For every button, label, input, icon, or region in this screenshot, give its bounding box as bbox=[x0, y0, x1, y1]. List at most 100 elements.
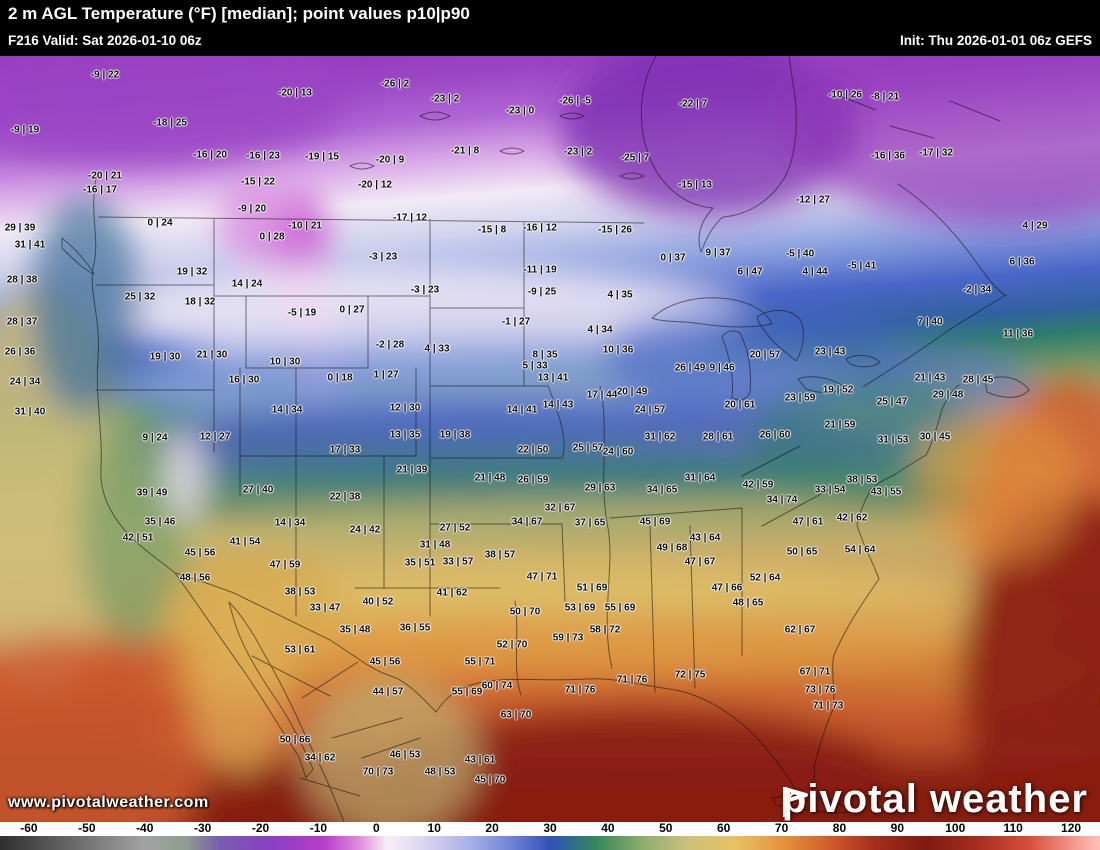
point-value: 14 | 41 bbox=[506, 404, 538, 416]
point-value: 45 | 69 bbox=[639, 516, 671, 528]
point-value: 38 | 53 bbox=[846, 474, 878, 486]
pivotalweather-logo: pivotal weather bbox=[782, 777, 1088, 822]
point-value: 24 | 34 bbox=[9, 376, 41, 388]
point-value: -9 | 25 bbox=[527, 286, 557, 298]
temperature-map: -9 | 22 -20 | 13 -26 | 2 -23 | 2 -23 | 0 -26 … bbox=[0, 56, 1100, 822]
point-value: 22 | 38 bbox=[329, 491, 361, 503]
logo-word-pivotal: pivotal bbox=[781, 777, 918, 821]
point-value: 31 | 53 bbox=[877, 434, 909, 446]
point-value: 52 | 64 bbox=[749, 572, 781, 584]
point-value: 20 | 49 bbox=[616, 386, 648, 398]
point-values-layer: -9 | 22 -20 | 13 -26 | 2 -23 | 2 -23 | 0 -26 … bbox=[0, 56, 1100, 822]
point-value: 43 | 55 bbox=[870, 486, 902, 498]
point-value: 45 | 56 bbox=[369, 656, 401, 668]
point-value: 47 | 71 bbox=[526, 571, 558, 583]
point-value: -9 | 22 bbox=[90, 69, 120, 81]
point-value: -19 | 15 bbox=[305, 151, 339, 163]
point-value: 36 | 55 bbox=[399, 622, 431, 634]
colorbar-tick: -60 bbox=[20, 821, 38, 835]
point-value: 14 | 34 bbox=[271, 404, 303, 416]
point-value: 41 | 62 bbox=[436, 587, 468, 599]
geo-borders bbox=[61, 56, 1030, 822]
point-value: -17 | 12 bbox=[393, 212, 427, 224]
point-value: 70 | 73 bbox=[362, 766, 394, 778]
point-value: -20 | 21 bbox=[88, 170, 122, 182]
point-value: 42 | 51 bbox=[122, 532, 154, 544]
point-value: 14 | 43 bbox=[542, 399, 574, 411]
point-value: 29 | 39 bbox=[4, 222, 36, 234]
point-value: 20 | 61 bbox=[724, 399, 756, 411]
point-value: 21 | 59 bbox=[824, 419, 856, 431]
point-value: 21 | 30 bbox=[196, 349, 228, 361]
colorbar-tick: 80 bbox=[832, 821, 847, 835]
colorbar-ticks: -60 -50 -40 -30 -20 -10 0 10 20 30 40 50 60 70 80 90 100… bbox=[0, 822, 1100, 836]
point-value: 26 | 49 bbox=[674, 362, 706, 374]
point-value: -5 | 41 bbox=[847, 260, 877, 272]
point-value: 10 | 36 bbox=[602, 344, 634, 356]
point-value: 62 | 67 bbox=[784, 624, 816, 636]
point-value: 46 | 53 bbox=[389, 749, 421, 761]
point-value: 25 | 57 bbox=[572, 442, 604, 454]
point-value: 14 | 24 bbox=[231, 278, 263, 290]
point-value: 34 | 62 bbox=[304, 752, 336, 764]
point-value: 19 | 32 bbox=[176, 266, 208, 278]
point-value: 55 | 69 bbox=[451, 686, 483, 698]
point-value: 26 | 60 bbox=[759, 429, 791, 441]
colorbar-tick: 20 bbox=[485, 821, 499, 835]
point-value: 23 | 43 bbox=[814, 346, 846, 358]
point-value: -1 | 27 bbox=[501, 316, 531, 328]
point-value: 6 | 47 bbox=[737, 266, 763, 278]
pennant-icon bbox=[782, 787, 808, 817]
point-value: 49 | 68 bbox=[656, 542, 688, 554]
point-value: 1 | 27 bbox=[373, 369, 399, 381]
point-value: 72 | 75 bbox=[674, 669, 706, 681]
point-value: 32 | 67 bbox=[544, 502, 576, 514]
point-value: 22 | 50 bbox=[517, 444, 549, 456]
point-value: 71 | 73 bbox=[812, 700, 844, 712]
point-value: -26 | -5 bbox=[559, 95, 591, 107]
point-value: 38 | 57 bbox=[484, 549, 516, 561]
point-value: -20 | 9 bbox=[375, 154, 405, 166]
point-value: 31 | 64 bbox=[684, 472, 716, 484]
point-value: 27 | 40 bbox=[242, 484, 274, 496]
point-value: 31 | 62 bbox=[644, 431, 676, 443]
point-value: 30 | 45 bbox=[919, 431, 951, 443]
point-value: 9 | 37 bbox=[705, 247, 731, 259]
point-value: -5 | 40 bbox=[785, 248, 815, 260]
point-value: 0 | 18 bbox=[327, 372, 353, 384]
point-value: 29 | 48 bbox=[932, 389, 964, 401]
point-value: 31 | 40 bbox=[14, 406, 46, 418]
point-value: 60 | 74 bbox=[481, 680, 513, 692]
colorbar-tick: -10 bbox=[309, 821, 328, 835]
point-value: 38 | 53 bbox=[284, 586, 316, 598]
point-value: 34 | 67 bbox=[511, 516, 543, 528]
point-value: 9 | 24 bbox=[142, 432, 168, 444]
point-value: -9 | 19 bbox=[10, 124, 40, 136]
point-value: 4 | 34 bbox=[587, 324, 613, 336]
point-value: -22 | 7 bbox=[678, 98, 708, 110]
point-value: 34 | 65 bbox=[646, 484, 678, 496]
colorbar-tick: 40 bbox=[601, 821, 615, 835]
point-value: -9 | 20 bbox=[237, 203, 267, 215]
point-value: -16 | 17 bbox=[83, 184, 117, 196]
point-value: 39 | 49 bbox=[136, 487, 168, 499]
point-value: 63 | 70 bbox=[500, 709, 532, 721]
point-value: -23 | 2 bbox=[563, 146, 593, 158]
point-value: -20 | 12 bbox=[358, 179, 392, 191]
point-value: 21 | 39 bbox=[396, 464, 428, 476]
forecast-info-bar: F216 Valid: Sat 2026-01-10 06z Init: Thu… bbox=[0, 28, 1100, 56]
colorbar-tick: 70 bbox=[774, 821, 789, 835]
point-value: 13 | 35 bbox=[389, 429, 421, 441]
colorbar-tick: 50 bbox=[659, 821, 673, 835]
colorbar-tick: 30 bbox=[543, 821, 557, 835]
point-value: 47 | 67 bbox=[684, 556, 716, 568]
point-value: -10 | 21 bbox=[288, 220, 322, 232]
point-value: 28 | 45 bbox=[962, 374, 994, 386]
point-value: 34 | 74 bbox=[766, 494, 798, 506]
point-value: 14 | 34 bbox=[274, 517, 306, 529]
point-value: 25 | 32 bbox=[124, 291, 156, 303]
point-value: 6 | 36 bbox=[1009, 256, 1035, 268]
point-value: 17 | 33 bbox=[329, 444, 361, 456]
point-value: 33 | 57 bbox=[442, 556, 474, 568]
temperature-colorbar: -60 -50 -40 -30 -20 -10 0 10 20 30 40 50 60 70 80 90 100… bbox=[0, 822, 1100, 850]
